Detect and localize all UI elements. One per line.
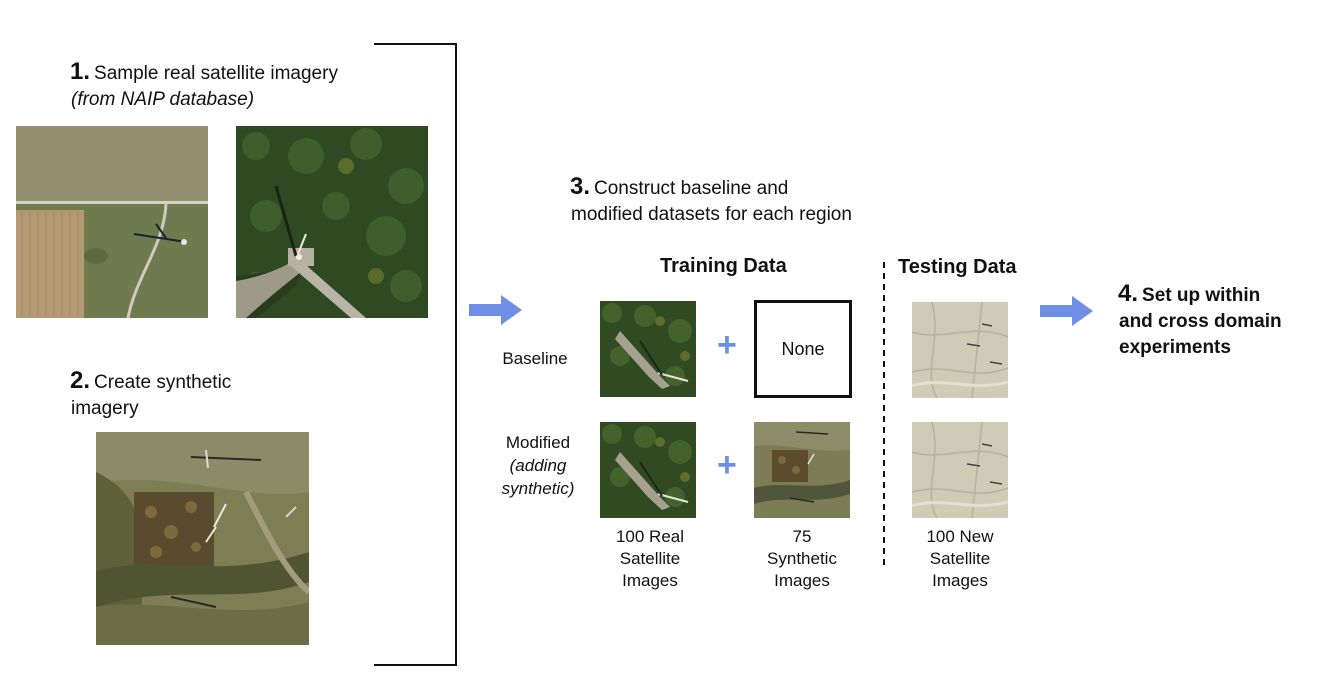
modified-row-label: Modified (adding synthetic)	[501, 433, 575, 498]
step4-title-line3: experiments	[1119, 337, 1231, 358]
baseline-plus-icon: +	[717, 326, 737, 364]
step3-title: 3. Construct baseline and	[570, 173, 789, 200]
testing-image-modified	[912, 422, 1008, 518]
step3-title-line2: modified datasets for each region	[571, 204, 852, 225]
real-satellite-image-farmland	[16, 126, 208, 318]
modified-plus-icon: +	[717, 446, 737, 484]
baseline-row-label: Baseline	[502, 349, 568, 368]
step4-title-line2: and cross domain	[1119, 311, 1282, 332]
testing-data-heading: Testing Data	[898, 256, 1017, 278]
train-test-divider	[883, 262, 885, 568]
caption-new-images: 100 New Satellite Images	[926, 527, 994, 590]
synthetic-imagery-example	[96, 432, 309, 645]
modified-synthetic-image	[754, 422, 850, 518]
caption-synthetic-images: 75 Synthetic Images	[767, 527, 837, 590]
grouping-bracket	[374, 43, 457, 666]
none-box: None	[754, 300, 852, 398]
training-data-heading: Training Data	[660, 255, 787, 277]
step1-title: 1. Sample real satellite imagery	[70, 58, 338, 85]
baseline-real-image	[600, 301, 696, 397]
step4-title: 4. Set up within	[1118, 280, 1261, 307]
arrow-right-icon	[469, 295, 522, 325]
step1-subtitle: (from NAIP database)	[71, 89, 255, 110]
caption-real-images: 100 Real Satellite Images	[615, 527, 685, 590]
arrow-right-icon-2	[1040, 296, 1093, 326]
step2-title: 2. Create synthetic	[70, 367, 232, 394]
real-satellite-image-forest	[236, 126, 428, 318]
modified-real-image	[600, 422, 696, 518]
step2-title-line2: imagery	[71, 398, 139, 419]
testing-image-baseline	[912, 302, 1008, 398]
